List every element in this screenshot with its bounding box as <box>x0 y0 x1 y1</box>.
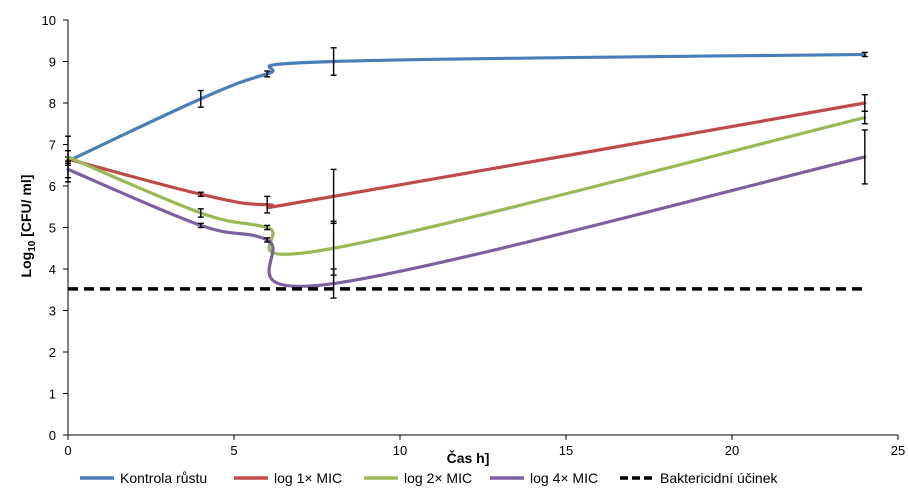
x-axis-title: Čas h] <box>447 449 490 466</box>
legend-label: Kontrola růstu <box>120 470 207 486</box>
x-tick-label: 25 <box>891 443 905 458</box>
x-tick-label: 0 <box>64 443 71 458</box>
legend-label: log 4× MIC <box>530 470 598 486</box>
legend-label: Baktericidní účinek <box>660 470 779 486</box>
y-tick-label: 0 <box>49 428 56 443</box>
y-axis-title-main: Log <box>18 252 34 278</box>
series-layer <box>65 47 868 299</box>
y-tick-label: 8 <box>49 96 56 111</box>
y-tick-label: 4 <box>49 262 56 277</box>
axes: 0 1 2 3 4 5 6 7 8 9 10 0 5 10 15 20 25 <box>42 13 906 458</box>
series-line <box>66 155 867 288</box>
y-axis-title-rest: [CFU/ ml] <box>18 175 34 241</box>
legend-label: log 1× MIC <box>274 470 342 486</box>
y-tick-label: 9 <box>49 55 56 70</box>
y-tick-label: 6 <box>49 179 56 194</box>
series-1 <box>65 93 868 225</box>
series-line <box>66 101 867 210</box>
y-tick-label: 7 <box>49 138 56 153</box>
x-tick-label: 20 <box>725 443 739 458</box>
y-tick-label: 1 <box>49 387 56 402</box>
legend-label: log 2× MIC <box>404 470 472 486</box>
x-tick-label: 10 <box>393 443 407 458</box>
legend: Kontrola růstu log 1× MIC log 2× MIC log 4×… <box>80 470 779 486</box>
y-tick-label: 3 <box>49 304 56 319</box>
x-tick-label: 15 <box>559 443 573 458</box>
series-line <box>66 52 867 163</box>
y-axis-title-sub: 10 <box>27 240 38 252</box>
series-3 <box>65 129 868 299</box>
series-2 <box>65 110 868 276</box>
y-tick-label: 10 <box>42 13 56 28</box>
series-line <box>66 115 867 256</box>
y-axis-title: Log10 [CFU/ ml] <box>18 175 38 278</box>
x-tick-label: 5 <box>230 443 237 458</box>
y-tick-label: 5 <box>49 221 56 236</box>
y-tick-label: 2 <box>49 345 56 360</box>
